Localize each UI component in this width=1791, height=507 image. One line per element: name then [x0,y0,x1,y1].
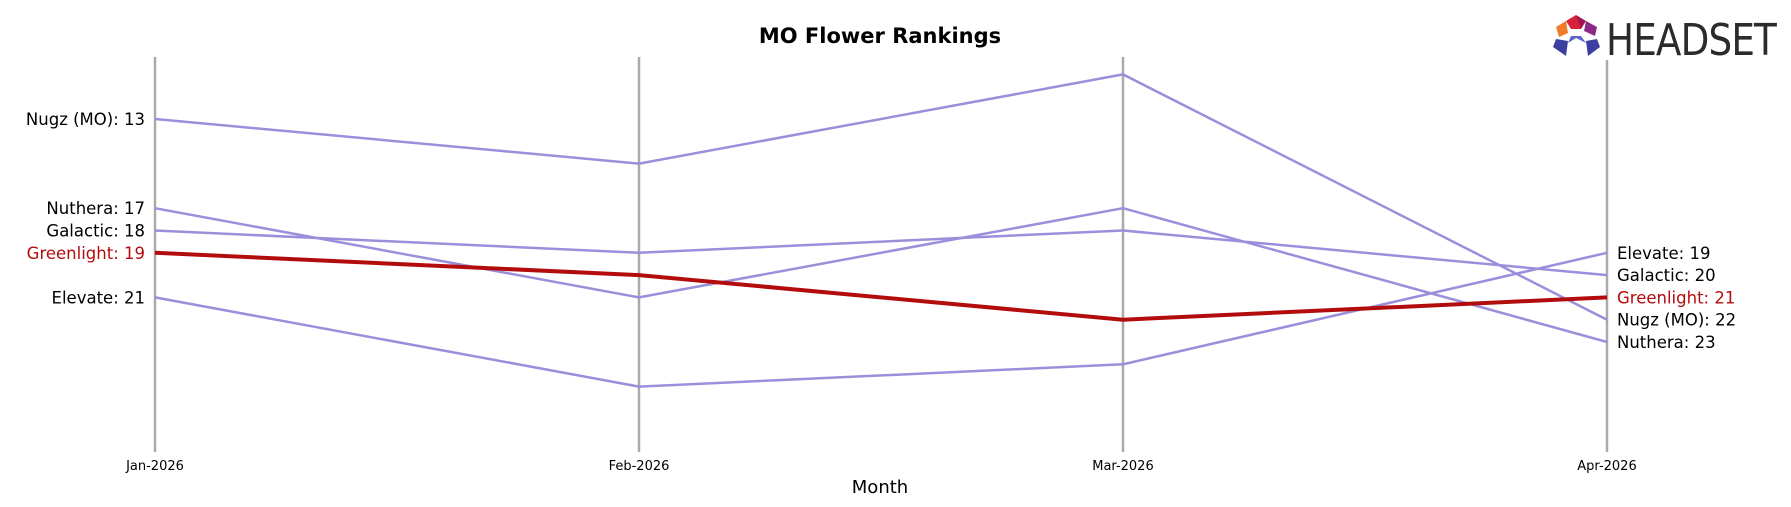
x-tick-apr-2026: Apr-2026 [1577,459,1636,474]
series-line-galactic [154,229,1608,277]
x-tick-jan-2026: Jan-2026 [125,459,184,474]
headset-logo-wordmark: HEADSET [1606,15,1777,66]
x-tick-feb-2026: Feb-2026 [609,459,670,474]
series-line-elevate [154,251,1608,388]
chart-title: MO Flower Rankings [759,24,1001,48]
x-tick-labels: Jan-2026 Feb-2026 Mar-2026 Apr-2026 [125,459,1637,474]
series-line-greenlight [154,250,1608,322]
left-label-nugz-mo: Nugz (MO): 13 [26,110,145,129]
right-label-elevate: Elevate: 19 [1617,244,1710,263]
left-label-greenlight: Greenlight: 19 [27,244,145,263]
headset-logo-icon [1553,15,1600,56]
series-line-nugz-mo [154,73,1608,321]
series-line-nuthera [154,206,1608,344]
left-label-galactic: Galactic: 18 [46,222,145,241]
right-end-labels: Elevate: 19 Galactic: 20 Greenlight: 21 Nug… [1617,244,1736,352]
x-tick-mar-2026: Mar-2026 [1092,459,1153,474]
left-label-elevate: Elevate: 21 [52,288,145,307]
right-label-nuthera: Nuthera: 23 [1617,333,1716,352]
right-label-nugz-mo: Nugz (MO): 22 [1617,311,1736,330]
right-label-galactic: Galactic: 20 [1617,266,1716,285]
left-end-labels: Nugz (MO): 13 Nuthera: 17 Galactic: 18 Gree… [26,110,145,307]
series-lines [154,73,1608,388]
right-label-greenlight: Greenlight: 21 [1617,288,1735,307]
x-axis-label: Month [852,477,908,498]
left-label-nuthera: Nuthera: 17 [46,199,145,218]
headset-logo: HEADSET [1553,15,1778,66]
